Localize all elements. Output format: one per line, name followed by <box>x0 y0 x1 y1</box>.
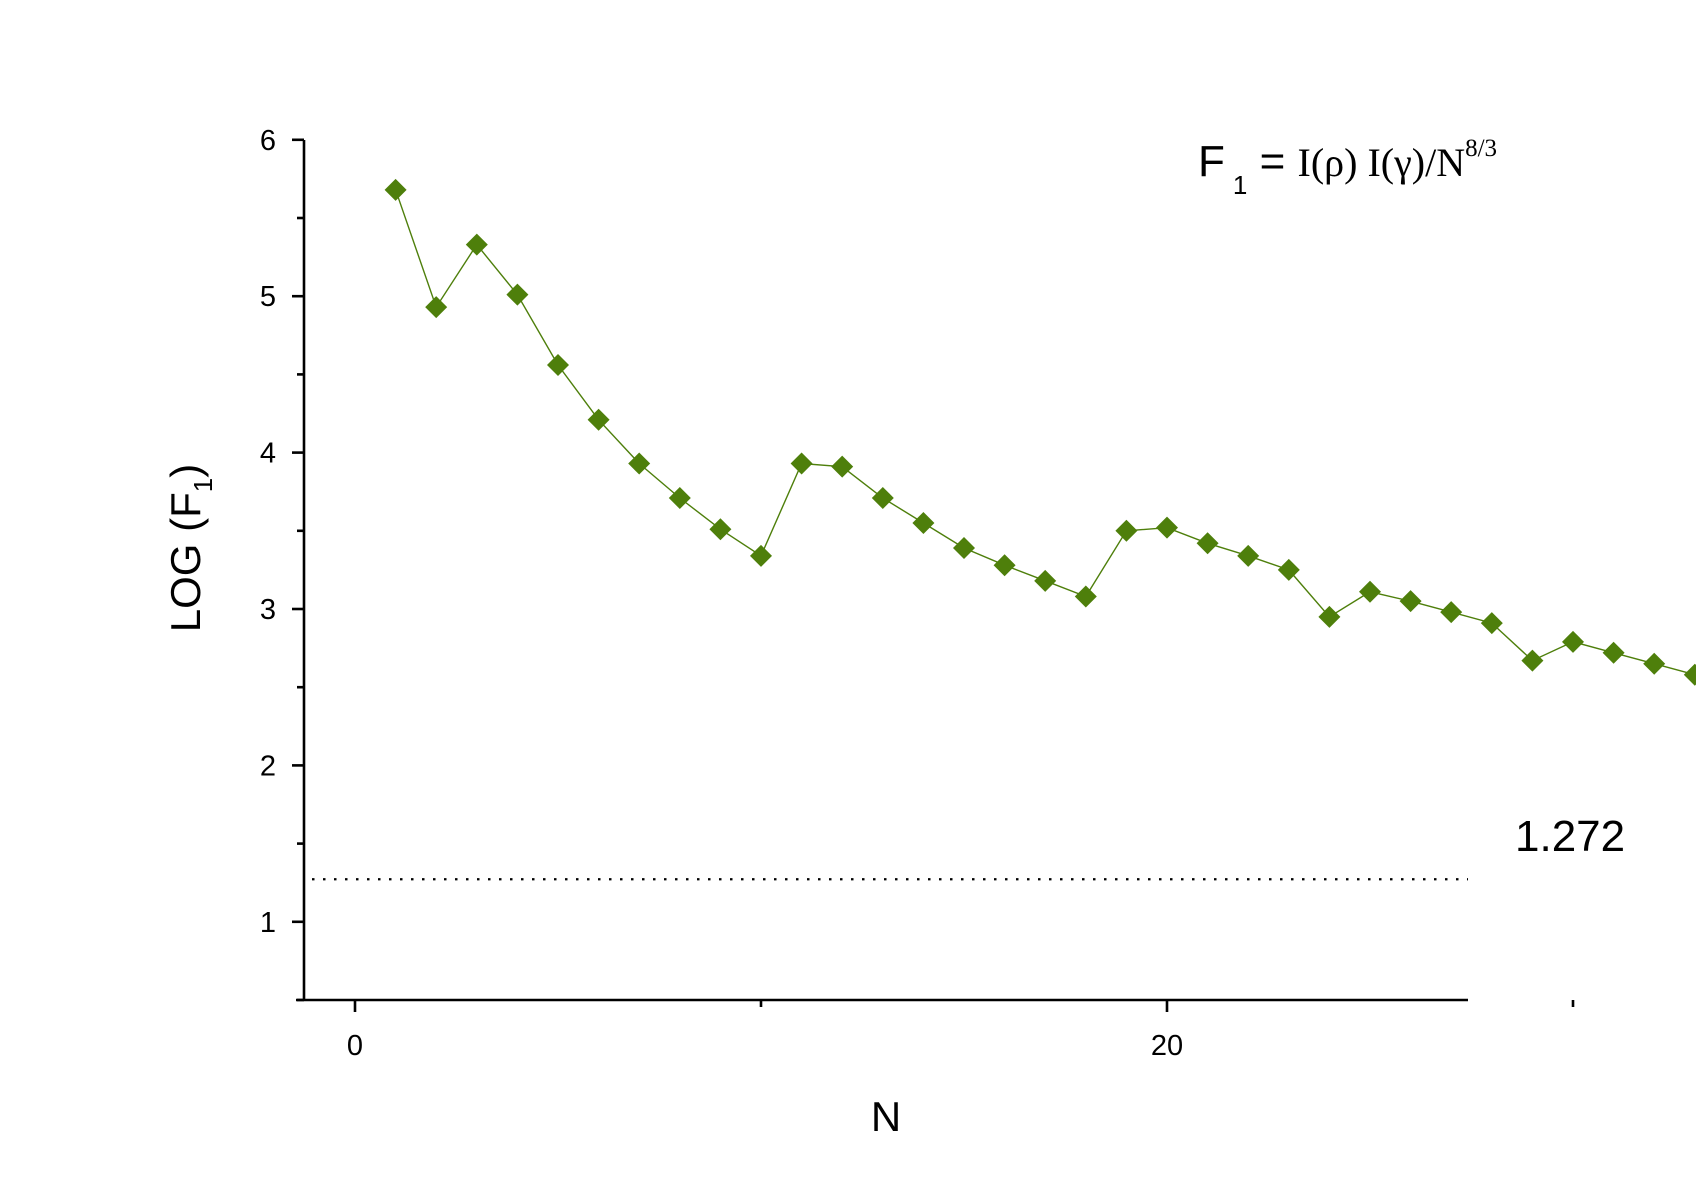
data-point <box>1440 601 1463 624</box>
data-point <box>1115 519 1138 542</box>
data-point <box>912 511 935 534</box>
y-tick-label: 2 <box>260 750 276 782</box>
data-point <box>1480 612 1503 635</box>
data-point <box>1237 544 1260 567</box>
axes <box>296 140 1468 1002</box>
data-point <box>953 537 975 560</box>
data-point <box>1399 590 1422 613</box>
data-point <box>1196 532 1219 555</box>
data-point <box>871 486 894 509</box>
y-tick-label: 6 <box>260 125 276 157</box>
data-point <box>993 554 1016 577</box>
x-tick-label: 0 <box>347 1030 363 1062</box>
y-tick-label: 4 <box>260 438 276 470</box>
formula-equals: = <box>1247 137 1297 186</box>
series-line <box>394 189 1696 676</box>
data-point <box>587 408 610 431</box>
svg-text:LOG (F1): LOG (F1) <box>162 464 218 632</box>
data-point <box>1034 569 1057 592</box>
ticks: 123456020406080100 <box>260 125 1575 1062</box>
formula-expression: I(ρ) I(γ)/N <box>1298 140 1466 185</box>
formula-exponent: 8/3 <box>1465 135 1497 162</box>
x-axis-title: N <box>871 1093 901 1140</box>
data-point <box>1643 652 1666 675</box>
y-tick-label: 3 <box>260 594 276 626</box>
y-axis-title: LOG (F1) <box>162 464 218 632</box>
data-point <box>1602 641 1625 664</box>
data-point <box>547 354 569 377</box>
data-point <box>384 178 407 201</box>
formula-f: F <box>1198 137 1225 186</box>
y-axis-title-end: ) <box>162 464 209 478</box>
y-axis-title-main: LOG (F <box>162 492 209 632</box>
data-point <box>790 452 813 475</box>
data-point <box>1359 580 1381 603</box>
reference-line-label: 1.272 <box>1515 812 1625 861</box>
data-point <box>506 283 529 306</box>
data-point <box>628 452 651 475</box>
data-point <box>709 518 732 541</box>
data-point <box>831 455 854 478</box>
data-point <box>1156 516 1178 539</box>
y-tick-label: 1 <box>260 907 276 939</box>
y-axis-title-subscript: 1 <box>188 478 218 492</box>
data-point <box>1318 605 1341 628</box>
series <box>384 178 1696 686</box>
x-tick-label: 20 <box>1151 1030 1183 1062</box>
data-point <box>1277 558 1300 581</box>
data-point <box>1521 649 1544 672</box>
data-point <box>1074 585 1097 608</box>
data-point <box>465 233 488 256</box>
data-point <box>668 486 691 509</box>
data-point <box>1562 630 1584 653</box>
data-point <box>1683 663 1696 686</box>
data-point <box>750 544 772 567</box>
data-point <box>425 296 448 319</box>
y-tick-label: 5 <box>260 281 276 313</box>
formula-f-subscript: 1 <box>1233 170 1247 200</box>
